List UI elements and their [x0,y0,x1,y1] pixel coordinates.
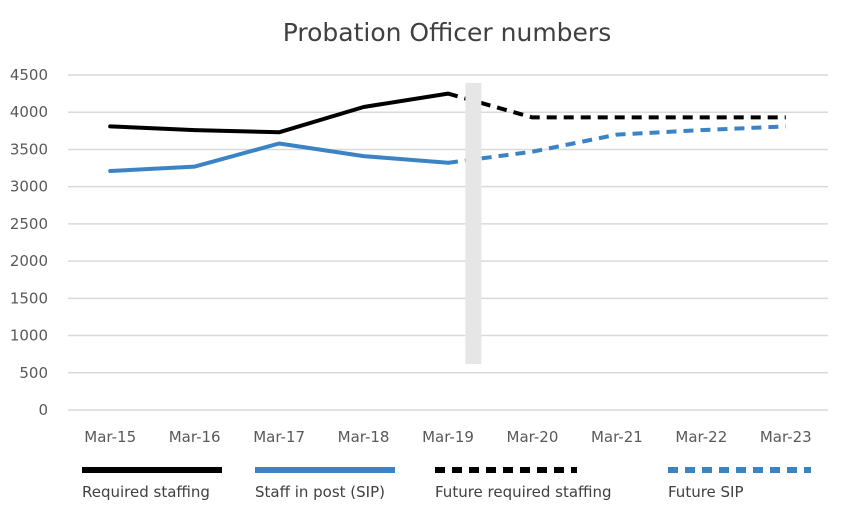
legend-label: Future required staffing [435,483,612,501]
gridlines [68,74,828,411]
series-lines [108,91,786,173]
forecast-divider [465,83,482,364]
x-tick-label: Mar-18 [338,428,390,446]
legend-label: Future SIP [668,483,744,501]
legend-label: Staff in post (SIP) [255,483,385,501]
series-line-future-sip [447,124,786,165]
x-tick-label: Mar-21 [591,428,643,446]
chart-title: Probation Officer numbers [283,18,611,47]
x-axis-ticks: Mar-15 Mar-16 Mar-17 Mar-18 Mar-19 Mar-20 Mar-… [84,428,811,446]
y-tick-label: 3000 [10,178,48,196]
x-tick-label: Mar-23 [760,428,812,446]
series-line-future-required-staffing [447,91,786,120]
x-tick-label: Mar-16 [169,428,221,446]
series-line-required-staffing [108,91,450,135]
y-tick-label: 2500 [10,215,48,233]
y-tick-label: 3500 [10,140,48,158]
x-tick-label: Mar-20 [507,428,559,446]
legend-label: Required staffing [82,483,210,501]
legend: Required staffing Staff in post (SIP) Futu… [82,467,811,501]
y-tick-label: 4500 [10,66,48,84]
y-tick-label: 0 [38,401,48,419]
x-tick-label: Mar-19 [422,428,474,446]
y-tick-label: 1000 [10,327,48,345]
y-axis-ticks: 0 500 1000 1500 2000 2500 3000 3500 4000 4500 [10,66,48,419]
x-tick-label: Mar-15 [84,428,136,446]
y-tick-label: 4000 [10,103,48,121]
y-tick-label: 1500 [10,289,48,307]
y-tick-label: 500 [19,364,48,382]
x-tick-label: Mar-22 [675,428,727,446]
y-tick-label: 2000 [10,252,48,270]
forecast-divider-bar [465,83,482,364]
series-line-staff-in-post-sip [108,141,450,173]
x-tick-label: Mar-17 [253,428,305,446]
